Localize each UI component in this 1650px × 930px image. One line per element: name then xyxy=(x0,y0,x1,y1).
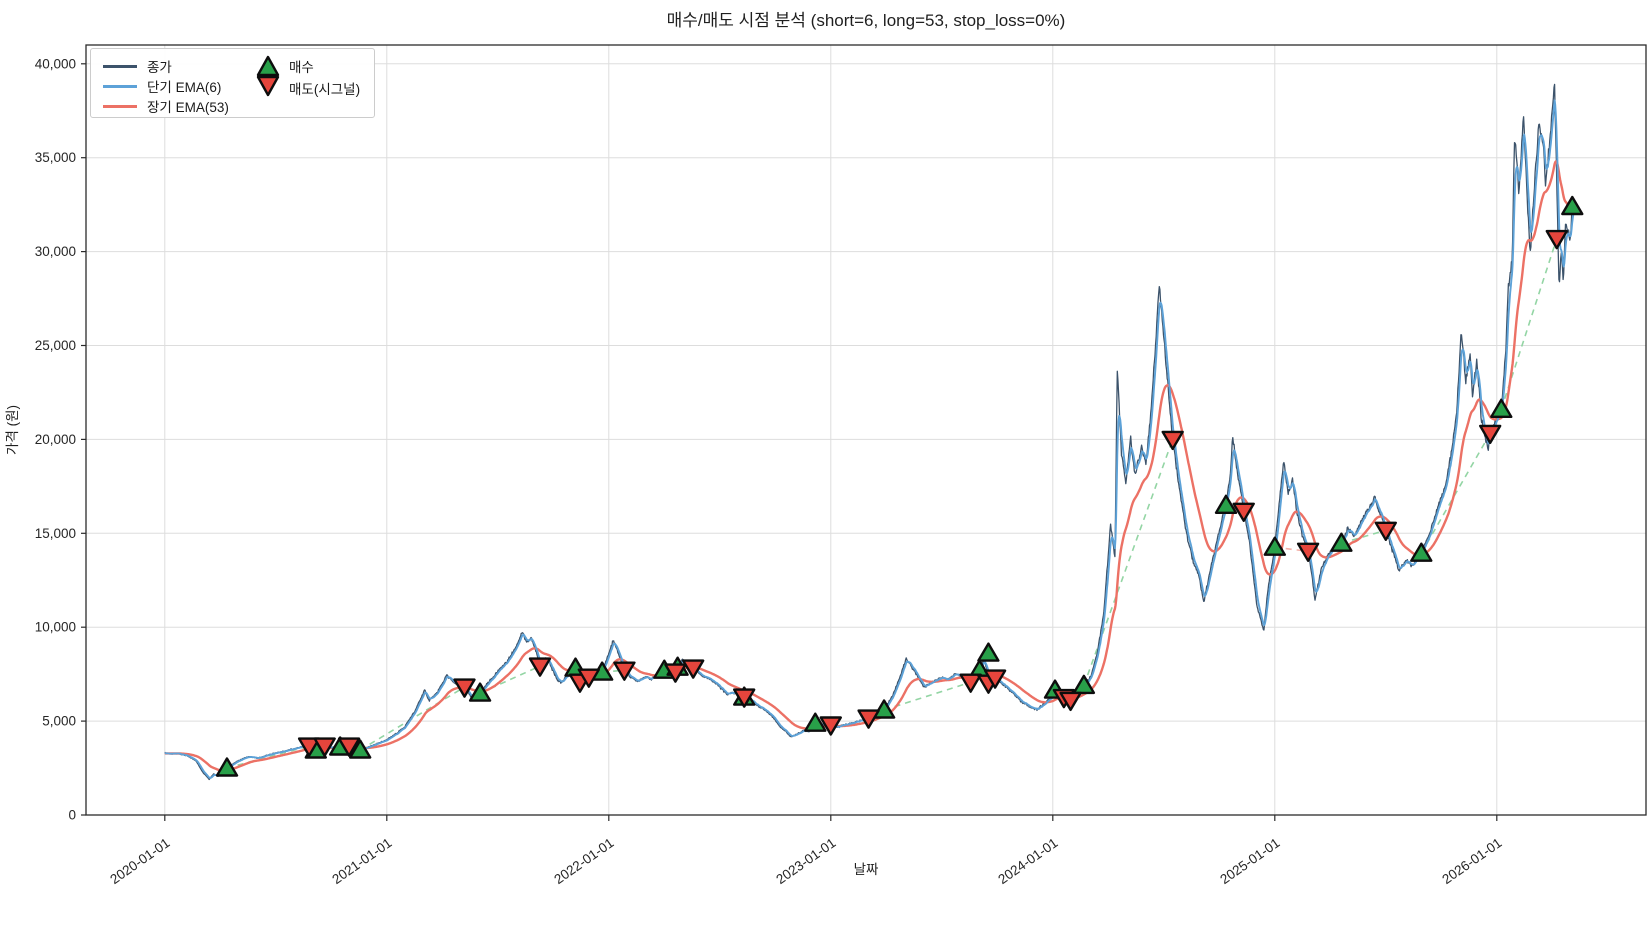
sell-marker xyxy=(313,737,336,757)
buy-marker xyxy=(1214,494,1238,514)
y-tick-label: 0 xyxy=(68,808,76,823)
y-tick-label: 20,000 xyxy=(35,432,76,447)
sell-marker-icon xyxy=(256,75,280,97)
sell-marker xyxy=(1161,430,1184,451)
sell-marker xyxy=(1374,521,1398,541)
buy-marker xyxy=(872,699,896,719)
short-ema-line-sample xyxy=(103,84,137,88)
buy-marker xyxy=(215,757,239,777)
sell-marker xyxy=(1059,691,1082,712)
close-line-sample xyxy=(103,64,137,68)
y-tick-label: 25,000 xyxy=(35,338,76,353)
legend-label-ema-short: 단기 EMA(6) xyxy=(147,80,222,95)
x-tick-label: 2022-01-01 xyxy=(551,835,616,887)
legend-item-ema-short: 단기 EMA(6) xyxy=(103,76,221,96)
sell-marker xyxy=(959,673,982,693)
sell-marker xyxy=(819,716,842,736)
x-axis-label: 날짜 xyxy=(854,862,879,877)
gridlines xyxy=(86,45,1646,816)
sell-marker xyxy=(664,663,687,683)
sell-marker xyxy=(453,678,476,698)
buy-marker xyxy=(804,712,827,732)
legend-item-close: 종가 xyxy=(103,56,172,76)
sell-marker xyxy=(983,669,1007,689)
buy-sell-marker-icon xyxy=(256,55,280,97)
y-axis-label: 가격 (원) xyxy=(5,405,20,455)
buy-marker xyxy=(1561,195,1584,216)
legend-label-ema-long: 장기 EMA(53) xyxy=(147,100,229,115)
trade-segment-lines xyxy=(226,238,1558,769)
legend-item-buy: 매수 xyxy=(289,56,314,76)
sell-marker xyxy=(528,657,552,677)
legend-item-ema-long: 장기 EMA(53) xyxy=(103,96,229,116)
sell-marker xyxy=(613,661,636,681)
x-tick-label: 2021-01-01 xyxy=(329,835,394,887)
sell-marker xyxy=(297,737,321,757)
sell-marker xyxy=(1545,229,1569,250)
y-tick-label: 40,000 xyxy=(35,56,76,71)
x-tick-label: 2020-01-01 xyxy=(107,835,172,887)
series-lines xyxy=(164,83,1576,781)
buy-marker xyxy=(1410,542,1433,562)
buy-marker-icon xyxy=(256,55,280,77)
x-tick-label: 2024-01-01 xyxy=(995,835,1060,887)
buy-marker xyxy=(349,739,372,759)
buy-marker xyxy=(1072,674,1096,695)
legend-item-sell: 매도(시그널) xyxy=(289,78,360,98)
axes-spines xyxy=(85,44,1647,816)
sell-marker xyxy=(337,737,361,757)
signal-markers xyxy=(215,195,1584,777)
buy-marker xyxy=(468,682,492,702)
sell-marker xyxy=(1232,502,1255,522)
y-tick-label: 35,000 xyxy=(35,150,76,165)
sell-marker xyxy=(1296,542,1320,562)
sell-marker xyxy=(577,668,600,688)
sell-marker xyxy=(733,688,756,708)
sell-marker xyxy=(1478,424,1502,445)
legend-label-buy: 매수 xyxy=(289,60,314,75)
x-tick-label: 2023-01-01 xyxy=(773,835,838,887)
long-ema-line-sample xyxy=(103,104,137,108)
chart-title: 매수/매도 시점 분석 (short=6, long=53, stop_loss… xyxy=(667,11,1066,30)
buy-marker xyxy=(1330,532,1353,552)
y-tick-label: 10,000 xyxy=(35,620,76,635)
sell-marker xyxy=(857,709,880,729)
y-tick-label: 15,000 xyxy=(35,526,76,541)
buy-marker xyxy=(977,642,1000,662)
y-tick-label: 30,000 xyxy=(35,244,76,259)
legend: 종가 단기 EMA(6) 장기 EMA(53) 매수 매도(시그널) xyxy=(90,48,375,118)
legend-label-close: 종가 xyxy=(147,60,172,75)
sell-marker xyxy=(682,659,705,679)
x-tick-label: 2025-01-01 xyxy=(1217,835,1282,887)
buy-marker xyxy=(1490,398,1513,418)
buy-marker xyxy=(1263,536,1287,556)
x-tick-label: 2026-01-01 xyxy=(1439,835,1504,887)
y-tick-label: 5,000 xyxy=(42,714,76,729)
legend-label-sell: 매도(시그널) xyxy=(289,82,361,97)
